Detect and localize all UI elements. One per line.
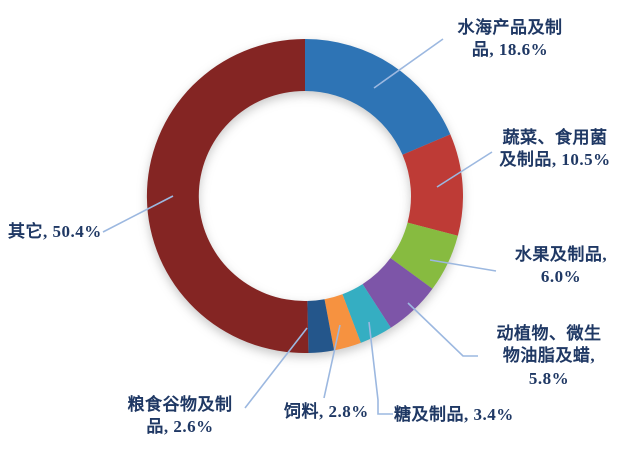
donut-segment-4	[342, 284, 391, 343]
donut-segment-0	[305, 39, 451, 155]
donut-segment-1	[402, 134, 463, 236]
leader-line-1	[436, 151, 493, 188]
leader-line-4	[368, 321, 393, 415]
leader-line-6	[244, 327, 308, 409]
slice-label-other: 其它, 50.4%	[8, 222, 102, 241]
leader-line-5	[323, 324, 341, 399]
slice-label-sugar-products: 糖及制品, 3.4%	[394, 405, 514, 424]
slice-label-fruit-products: 水果及制品, 6.0%	[514, 245, 608, 287]
leader-line-3	[407, 302, 478, 357]
slice-label-oils-and-waxes: 动植物、微生物油脂及蜡, 5.8%	[496, 324, 602, 388]
slice-label-aquatic-products: 水海产品及制品, 18.6%	[457, 18, 563, 60]
donut-segments	[146, 38, 463, 353]
slice-label-vegetables-fungi: 蔬菜、食用菌及制品, 10.5%	[499, 128, 611, 170]
donut-segment-6	[307, 299, 335, 353]
donut-segment-2	[390, 222, 458, 289]
leader-line-7	[102, 195, 174, 233]
donut-segment-3	[362, 258, 433, 328]
slice-label-grain-products: 粮食谷物及制品, 2.6%	[127, 395, 233, 437]
donut-segment-5	[324, 294, 361, 351]
slice-label-feed: 饲料, 2.8%	[284, 402, 369, 421]
donut-segment-7	[146, 38, 309, 353]
leader-line-2	[429, 259, 497, 272]
leader-line-0	[373, 38, 444, 89]
leader-lines	[102, 38, 497, 415]
